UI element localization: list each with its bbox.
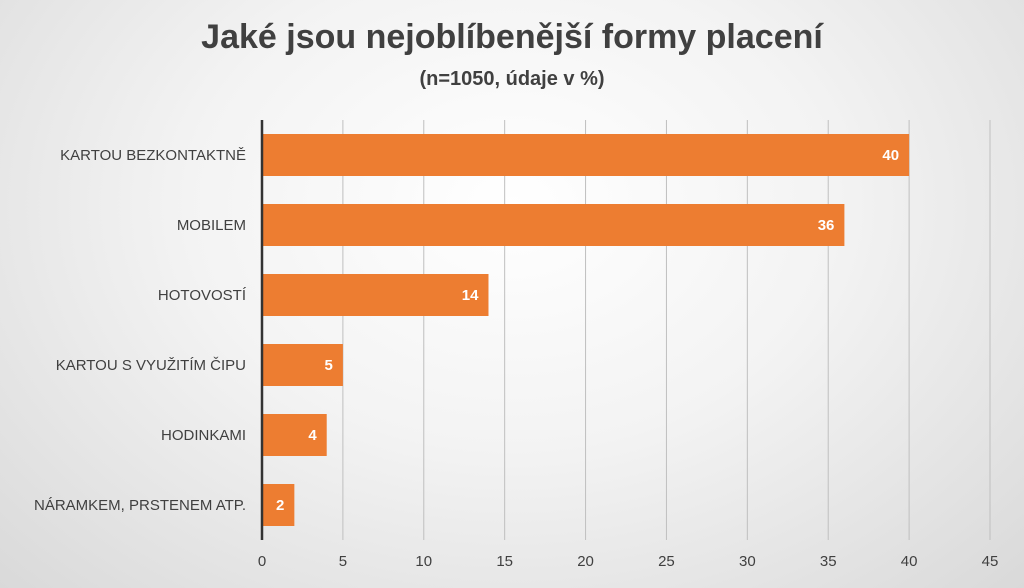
x-tick-label: 30 (739, 553, 756, 570)
category-label: HODINKAMI (161, 427, 246, 444)
x-tick-label: 40 (901, 553, 918, 570)
bars: 40 36 14 5 4 2 (262, 134, 910, 526)
data-label: 40 (882, 147, 899, 164)
x-tick-label: 0 (258, 553, 266, 570)
x-tick-label: 45 (982, 553, 999, 570)
x-tick-label: 20 (577, 553, 594, 570)
category-labels: KARTOU BEZKONTAKTNĚ MOBILEM HOTOVOSTÍ KARTO… (34, 147, 247, 514)
category-label: KARTOU S VYUŽITÍM ČIPU (56, 357, 246, 374)
category-label: HOTOVOSTÍ (158, 287, 247, 304)
data-label: 5 (325, 357, 333, 374)
data-label: 36 (818, 217, 835, 234)
x-tick-label: 5 (339, 553, 347, 570)
bar (262, 414, 327, 456)
category-label: KARTOU BEZKONTAKTNĚ (60, 147, 246, 164)
x-tick-label: 35 (820, 553, 837, 570)
chart-subtitle: (n=1050, údaje v %) (419, 68, 605, 90)
x-tick-label: 15 (496, 553, 513, 570)
x-tick-label: 10 (415, 553, 432, 570)
bar (262, 134, 910, 176)
bar (262, 344, 343, 386)
bar (262, 484, 295, 526)
category-label: NÁRAMKEM, PRSTENEM ATP. (34, 497, 246, 514)
data-label: 4 (308, 427, 317, 444)
data-label: 14 (462, 287, 479, 304)
data-label: 2 (276, 497, 284, 514)
x-tick-label: 25 (658, 553, 675, 570)
gridlines (342, 120, 991, 540)
tick-labels: 0 5 10 15 20 25 30 35 40 45 (258, 553, 999, 570)
category-label: MOBILEM (177, 217, 246, 234)
bar (262, 204, 845, 246)
bar (262, 274, 489, 316)
chart-title: Jaké jsou nejoblíbenější formy placení (201, 18, 823, 56)
